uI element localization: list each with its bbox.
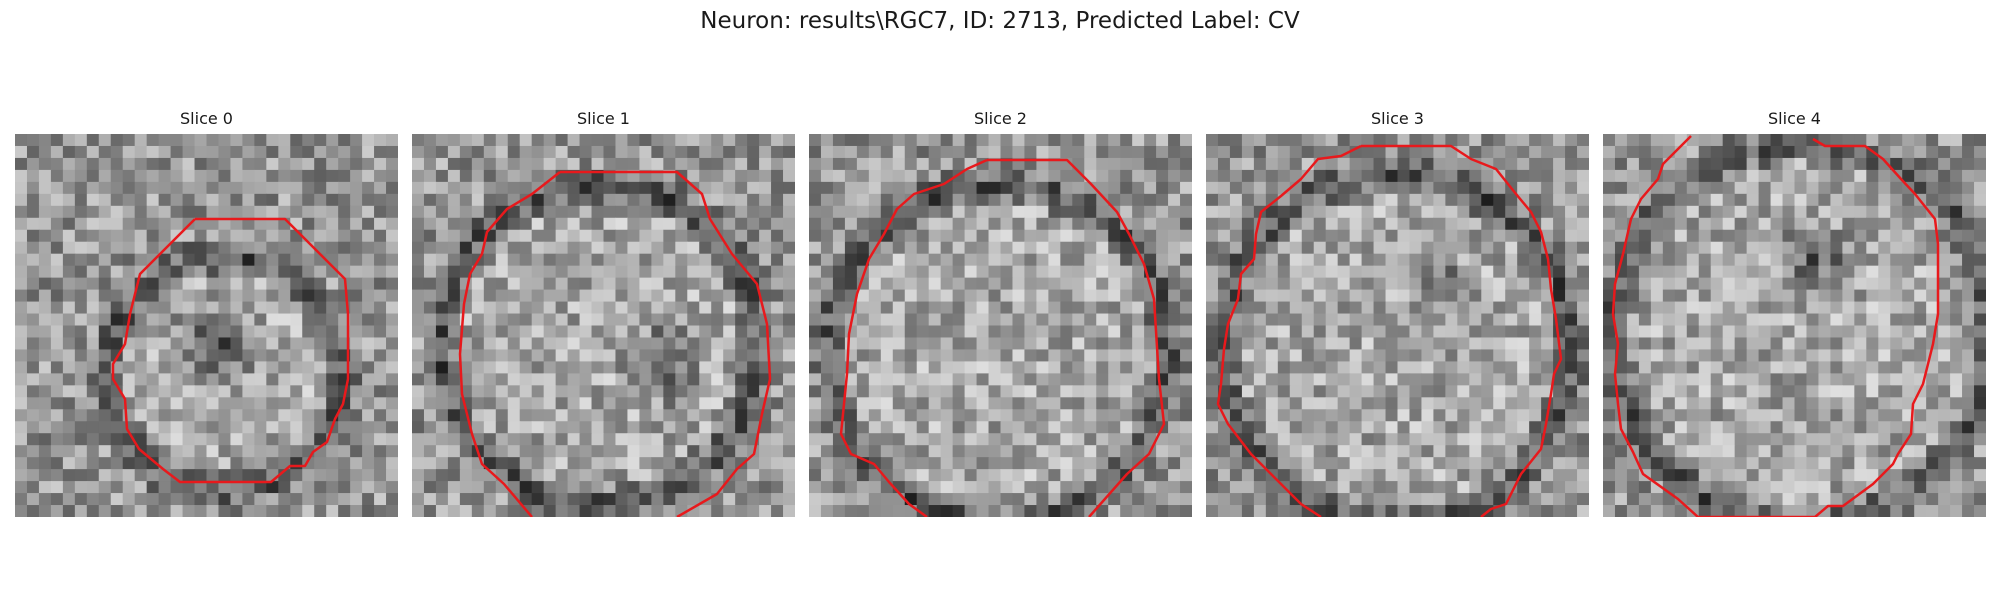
slice-panel-4: Slice 4	[1603, 108, 1986, 517]
pixel-grid	[1603, 134, 1986, 517]
contour-line	[111, 217, 350, 484]
pixel-grid	[1206, 134, 1589, 517]
contour-line	[1216, 144, 1362, 517]
contour-line	[839, 158, 988, 517]
slice-panel-0: Slice 0	[15, 108, 398, 517]
figure-title: Neuron: results\RGC7, ID: 2713, Predicte…	[700, 8, 1300, 34]
slice-image	[809, 134, 1192, 517]
slice-panel-3: Slice 3	[1206, 108, 1589, 517]
pixel-grid	[412, 134, 795, 517]
contour-line	[987, 158, 1166, 517]
contour-line	[560, 170, 772, 517]
contour-line	[1611, 135, 1940, 517]
contour-line	[458, 171, 561, 517]
slice-title: Slice 1	[577, 109, 630, 128]
slice-panel-2: Slice 2	[809, 108, 1192, 517]
slice-image	[15, 134, 398, 517]
pixel-grid	[809, 134, 1192, 517]
contour-line	[1361, 144, 1563, 517]
slice-panel-1: Slice 1	[412, 108, 795, 517]
slice-image	[1603, 134, 1986, 517]
slice-title: Slice 3	[1371, 109, 1424, 128]
slice-title: Slice 2	[974, 109, 1027, 128]
slice-image	[1206, 134, 1589, 517]
slice-image	[412, 134, 795, 517]
slice-title: Slice 4	[1768, 109, 1821, 128]
slice-title: Slice 0	[180, 109, 233, 128]
pixel-grid	[15, 134, 398, 517]
